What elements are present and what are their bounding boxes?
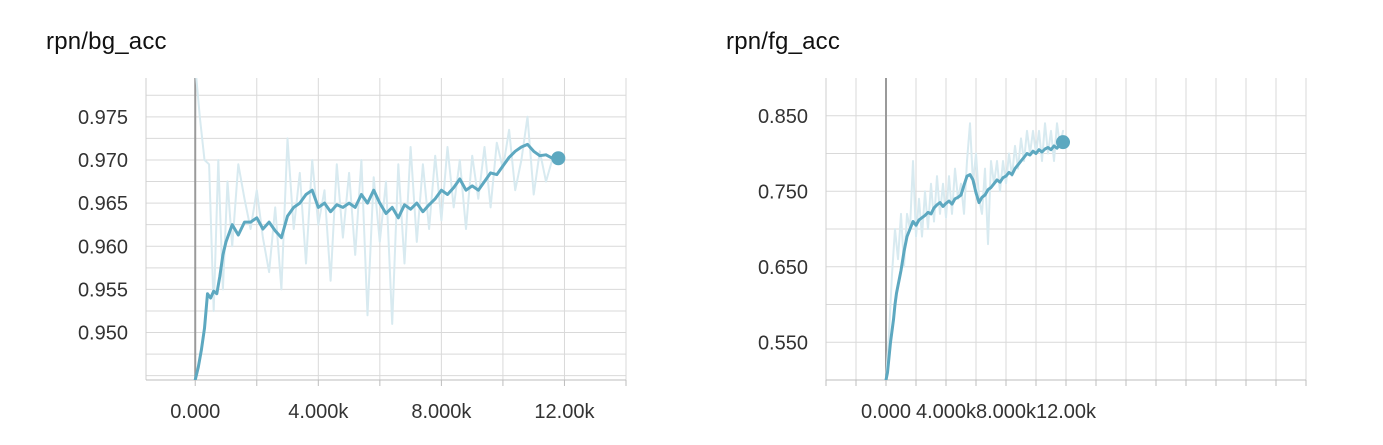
- y-tick-label: 0.550: [758, 332, 808, 354]
- x-tick-label: 12.00k: [1036, 401, 1097, 423]
- y-tick-label: 0.650: [758, 257, 808, 279]
- x-tick-label: 8.000k: [411, 401, 472, 423]
- y-tick-label: 0.975: [78, 107, 128, 129]
- chart-panel-fg-acc: rpn/fg_acc 0.000 4.000k 8.000k 12.00k 0.550 0…: [680, 0, 1340, 445]
- y-tick-label: 0.965: [78, 193, 128, 215]
- x-tick-label: 4.000k: [916, 401, 977, 423]
- line-chart-fg-acc[interactable]: 0.000 4.000k 8.000k 12.00k 0.550 0.650 0.750 0.…: [680, 0, 1340, 445]
- y-tick-label: 0.950: [78, 323, 128, 345]
- y-tick-label: 0.850: [758, 106, 808, 128]
- raw-series-line: [195, 78, 560, 325]
- y-tick-label: 0.955: [78, 279, 128, 301]
- smoothed-series-line: [193, 142, 560, 380]
- x-tick-label: 8.000k: [976, 401, 1037, 423]
- chart-title: rpn/fg_acc: [726, 28, 841, 55]
- series-endpoint-marker: [551, 151, 566, 166]
- smoothed-series-line: [884, 140, 1065, 380]
- x-tick-label: 0.000: [170, 401, 220, 423]
- x-tick-label: 0.000: [861, 401, 911, 423]
- y-tick-label: 0.970: [78, 150, 128, 172]
- line-chart-bg-acc[interactable]: 0.000 4.000k 8.000k 12.00k 0.950 0.955 0.960 0.…: [0, 0, 660, 445]
- x-tick-label: 4.000k: [288, 401, 349, 423]
- x-tick-label: 12.00k: [534, 401, 595, 423]
- y-tick-label: 0.960: [78, 236, 128, 258]
- series-endpoint-marker: [1056, 135, 1070, 150]
- y-tick-label: 0.750: [758, 181, 808, 203]
- chart-panel-bg-acc: rpn/bg_acc 0.000 4.000k 8.000k 12.00k 0.950 0…: [0, 0, 660, 445]
- chart-title: rpn/bg_acc: [46, 28, 167, 55]
